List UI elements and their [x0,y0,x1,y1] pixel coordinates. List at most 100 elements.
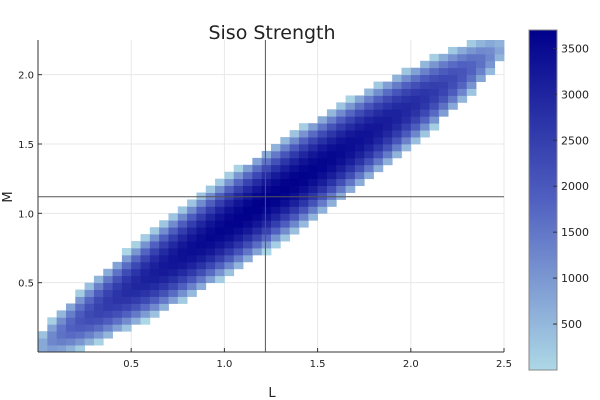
heatmap-cell [289,150,300,159]
heatmap-cell [243,199,253,207]
heatmap-cell [476,46,486,55]
heatmap-cell [298,213,309,221]
heatmap-cell [233,213,244,221]
heatmap-cell [289,144,300,152]
heatmap-cell [243,164,253,173]
heatmap-cell [243,185,253,193]
colorbar-tick-label: 3500 [561,42,589,55]
heatmap-cell [373,150,384,159]
heatmap-cell [103,268,113,277]
heatmap-cell [345,157,356,166]
heatmap-cell [336,109,346,117]
heatmap-cell [177,282,188,290]
heatmap-cell [271,171,281,180]
heatmap-cell [494,46,505,55]
heatmap-cell [205,227,216,235]
heatmap-cell [103,331,113,339]
colorbar-tick-label: 1000 [561,272,589,285]
heatmap-cell [140,282,151,290]
heatmap-cell [429,74,440,82]
heatmap-cell [345,164,356,173]
heatmap-cell [121,317,132,325]
heatmap-cell [308,150,318,159]
heatmap-cell [280,178,291,186]
heatmap-cell [261,171,272,180]
heatmap-cell [364,150,374,159]
heatmap-cell [271,227,281,235]
colorbar [528,29,558,371]
heatmap-cell [159,241,169,249]
heatmap-cell [84,282,95,290]
heatmap-cell [103,317,113,325]
heatmap-cell [280,206,291,214]
heatmap-cell [354,144,365,152]
heatmap-cell [289,137,300,145]
heatmap-cell [429,53,440,62]
heatmap-cell [485,60,496,69]
heatmap-cell [448,74,458,82]
y-tick-label: 1.5 [18,140,34,151]
heatmap-cell [485,53,496,62]
heatmap-cell [187,282,197,290]
heatmap-cell [317,185,328,193]
heatmap-cell [298,130,309,138]
heatmap-cell [93,289,104,297]
heatmap-cell [280,144,291,152]
heatmap-cell [215,213,225,221]
heatmap-cell [75,317,85,325]
heatmap-cell [103,282,113,290]
heatmap-cell [401,95,412,103]
heatmap-cell [429,81,440,89]
heatmap-cell [336,178,346,186]
heatmap-cell [149,303,160,311]
heatmap-cell [187,220,197,228]
heatmap-cell [336,164,346,173]
heatmap-cell [298,137,309,145]
heatmap-cell [466,46,477,55]
heatmap-cell [392,137,402,145]
heatmap-cell [243,227,253,235]
heatmap-cell [308,157,318,166]
heatmap-cell [466,88,477,96]
heatmap-cell [38,331,48,339]
heatmap-cell [326,123,337,131]
heatmap-cell [271,199,281,207]
heatmap-cell [420,67,430,76]
heatmap-cell [289,130,300,138]
heatmap-cell [326,164,337,173]
heatmap-cell [392,144,402,152]
heatmap-cell [298,206,309,214]
heatmap-cell [243,206,253,214]
heatmap-cell [252,185,263,193]
heatmap-cell [280,220,291,228]
heatmap-cell [448,53,458,62]
heatmap-cell [149,275,160,284]
heatmap-cell [401,123,412,131]
heatmap-cell [401,74,412,82]
heatmap-cell [159,248,169,256]
heatmap-cell [485,40,496,48]
heatmap-cell [196,241,207,249]
heatmap-cell [392,116,402,124]
heatmap-cell [93,296,104,304]
heatmap-cell [326,116,337,124]
heatmap-cell [187,227,197,235]
heatmap-cell [280,164,291,173]
heatmap-cell [289,220,300,228]
heatmap-cell [131,317,141,325]
heatmap-cell [93,310,104,318]
heatmap-cell [280,171,291,180]
heatmap-cell [448,46,458,55]
heatmap-cell [168,220,179,228]
heatmap-cell [140,268,151,277]
heatmap-cell [121,248,132,256]
heatmap-cell [224,241,235,249]
y-tick-label: 1.0 [18,209,34,220]
heatmap-cell [168,248,179,256]
heatmap-cell [84,331,95,339]
heatmap-cell [326,150,337,159]
heatmap-cell [448,60,458,69]
heatmap-cell [298,199,309,207]
heatmap-cell [364,116,374,124]
heatmap-cell [84,324,95,332]
